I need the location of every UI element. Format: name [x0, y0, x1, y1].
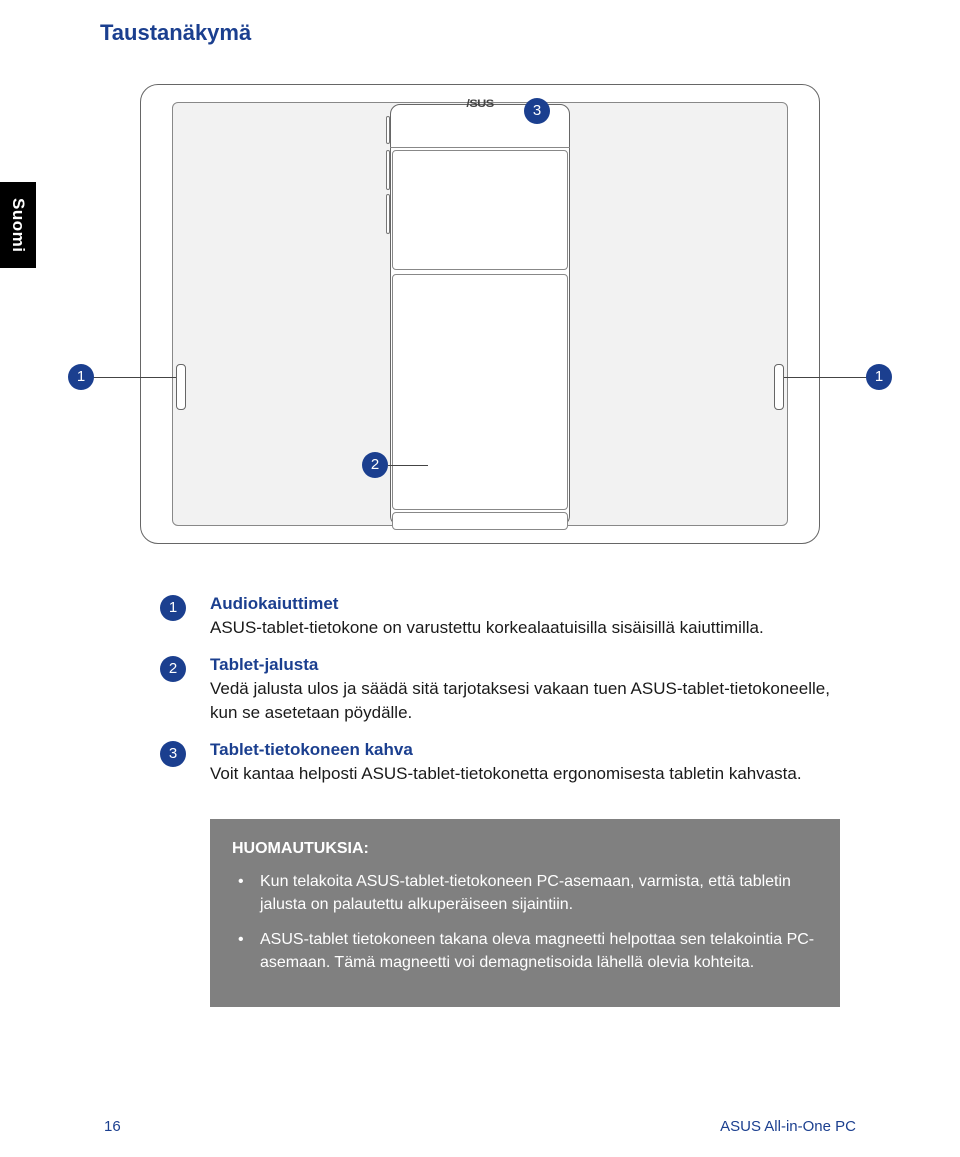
page-footer: 16 ASUS All-in-One PC	[104, 1118, 856, 1135]
notes-title: HUOMAUTUKSIA:	[232, 837, 818, 860]
item-title: Audiokaiuttimet	[210, 594, 840, 614]
item-text: Voit kantaa helposti ASUS-tablet-tietoko…	[210, 762, 840, 787]
callout-1-right: 1	[866, 364, 892, 390]
item-number: 2	[160, 656, 186, 682]
item-number: 3	[160, 741, 186, 767]
item-text: ASUS-tablet-tietokone on varustettu kork…	[210, 616, 840, 641]
list-item: 2 Tablet-jalusta Vedä jalusta ulos ja sä…	[160, 655, 840, 726]
description-list: 1 Audiokaiuttimet ASUS-tablet-tietokone …	[160, 594, 840, 787]
item-text: Vedä jalusta ulos ja säädä sitä tarjotak…	[210, 677, 840, 726]
list-item: 1 Audiokaiuttimet ASUS-tablet-tietokone …	[160, 594, 840, 641]
page-title: Taustanäkymä	[100, 20, 860, 46]
item-title: Tablet-tietokoneen kahva	[210, 740, 840, 760]
page-number: 16	[104, 1118, 121, 1135]
note-bullet: ASUS-tablet tietokoneen takana oleva mag…	[232, 928, 818, 974]
item-title: Tablet-jalusta	[210, 655, 840, 675]
language-tab: Suomi	[0, 182, 36, 268]
device-diagram: /SUS 3 1 1 2	[130, 74, 830, 554]
notes-box: HUOMAUTUKSIA: Kun telakoita ASUS-tablet-…	[210, 819, 840, 1007]
item-number: 1	[160, 595, 186, 621]
footer-brand: ASUS All-in-One PC	[720, 1118, 856, 1135]
asus-logo: /SUS	[466, 98, 493, 110]
callout-1-left: 1	[68, 364, 94, 390]
callout-3: 3	[524, 98, 550, 124]
list-item: 3 Tablet-tietokoneen kahva Voit kantaa h…	[160, 740, 840, 787]
note-bullet: Kun telakoita ASUS-tablet-tietokoneen PC…	[232, 870, 818, 916]
callout-2: 2	[362, 452, 388, 478]
